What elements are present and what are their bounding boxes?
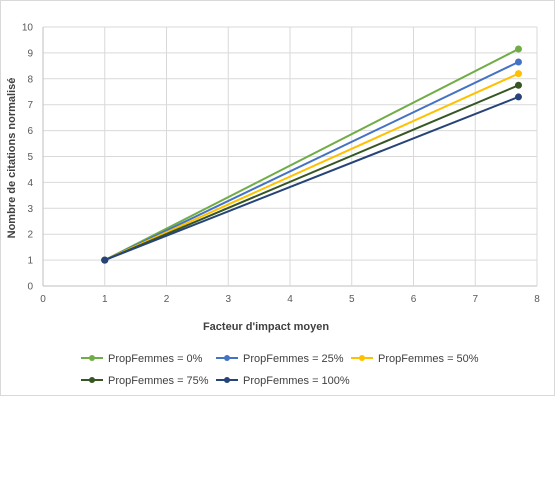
- series-line: [104, 72, 519, 262]
- series-lines: [101, 45, 522, 264]
- series-line: [104, 61, 519, 262]
- y-tick-label: 2: [27, 230, 33, 241]
- data-point: [514, 93, 522, 101]
- x-tick-label: 7: [472, 294, 478, 305]
- y-tick-label: 0: [27, 282, 33, 293]
- legend: PropFemmes = 0% PropFemmes = 25% PropFemme…: [81, 353, 479, 387]
- y-tick-label: 9: [27, 48, 33, 59]
- data-point: [514, 58, 522, 66]
- y-axis-ticks: 0 1 2 3 4 5 6 7 8 9 10: [22, 23, 34, 293]
- legend-label: PropFemmes = 100%: [243, 375, 350, 387]
- data-point: [514, 45, 522, 53]
- series-line: [104, 95, 519, 262]
- x-tick-label: 2: [164, 294, 170, 305]
- y-tick-label: 8: [27, 74, 33, 85]
- legend-label: PropFemmes = 75%: [108, 375, 209, 387]
- legend-marker: [224, 355, 230, 361]
- data-point: [514, 70, 522, 78]
- y-tick-label: 5: [27, 152, 33, 163]
- legend-entry: PropFemmes = 75%: [81, 375, 209, 387]
- y-tick-label: 3: [27, 204, 33, 215]
- x-axis-ticks: 0 1 2 3 4 5 6 7 8: [40, 294, 540, 305]
- legend-entry: PropFemmes = 0%: [81, 353, 203, 365]
- legend-label: PropFemmes = 25%: [243, 353, 344, 365]
- x-tick-label: 6: [411, 294, 417, 305]
- y-tick-label: 10: [22, 23, 34, 34]
- x-tick-label: 8: [534, 294, 540, 305]
- legend-label: PropFemmes = 0%: [108, 353, 203, 365]
- legend-marker: [359, 355, 365, 361]
- x-tick-label: 0: [40, 294, 46, 305]
- y-tick-label: 6: [27, 126, 33, 137]
- chart-frame: [0, 0, 555, 396]
- legend-marker: [224, 377, 230, 383]
- legend-entry: PropFemmes = 100%: [216, 375, 350, 387]
- legend-marker: [89, 377, 95, 383]
- x-tick-label: 5: [349, 294, 355, 305]
- data-point: [514, 81, 522, 89]
- y-axis-title: Nombre de citations normalisé: [6, 78, 18, 239]
- data-point: [101, 256, 109, 264]
- x-tick-label: 3: [225, 294, 231, 305]
- y-tick-label: 4: [27, 178, 33, 189]
- series-line: [104, 84, 519, 262]
- gridlines: [42, 26, 538, 287]
- y-tick-label: 7: [27, 100, 33, 111]
- x-axis-title: Facteur d'impact moyen: [203, 321, 329, 333]
- x-tick-label: 1: [102, 294, 108, 305]
- series-line: [104, 48, 519, 261]
- legend-label: PropFemmes = 50%: [378, 353, 479, 365]
- series-4: [101, 93, 522, 264]
- legend-entry: PropFemmes = 25%: [216, 353, 344, 365]
- x-tick-label: 4: [287, 294, 293, 305]
- y-tick-label: 1: [27, 256, 33, 267]
- legend-entry: PropFemmes = 50%: [351, 353, 479, 365]
- legend-marker: [89, 355, 95, 361]
